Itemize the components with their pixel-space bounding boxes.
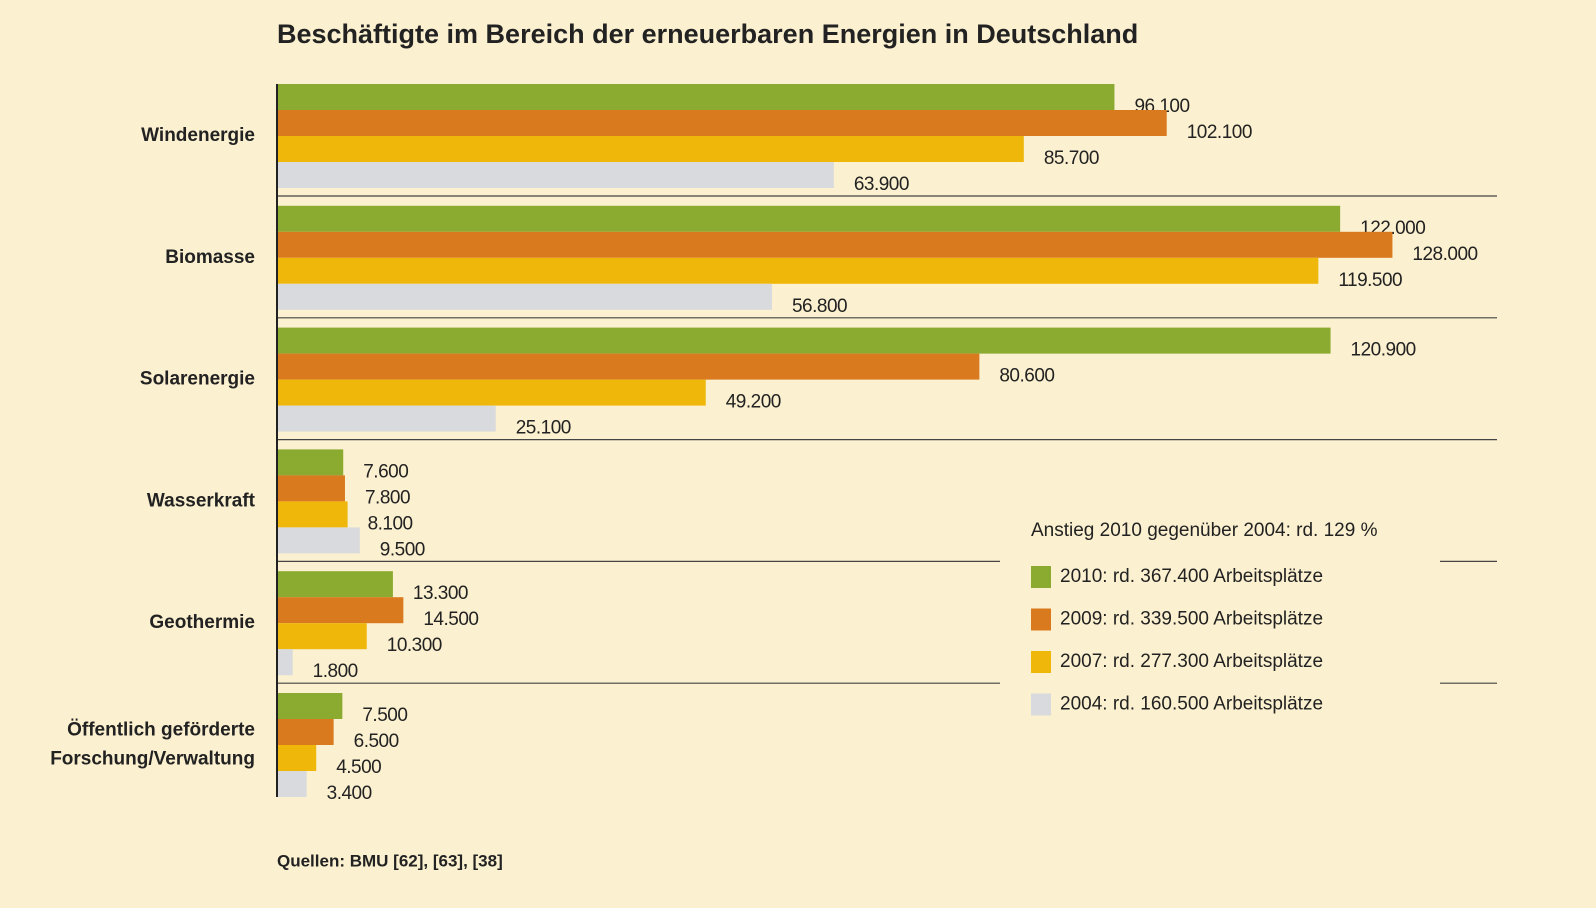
- value-label: 85.700: [1044, 148, 1099, 169]
- value-label: 7.800: [365, 487, 410, 508]
- bar: [277, 623, 367, 650]
- category-label: Wasserkraft: [147, 490, 256, 511]
- bar: [277, 84, 1115, 110]
- value-label: 10.300: [387, 635, 442, 656]
- bar: [277, 745, 317, 771]
- bar: [277, 205, 1341, 232]
- legend-swatch: [1031, 693, 1051, 716]
- bar: [277, 597, 404, 624]
- bar: [277, 449, 344, 476]
- legend-label: 2007: rd. 277.300 Arbeitsplätze: [1060, 651, 1323, 672]
- bar: [277, 571, 393, 598]
- value-label: 128.000: [1412, 244, 1477, 265]
- category-label: Solarenergie: [140, 369, 255, 390]
- legend-box: [1000, 505, 1440, 725]
- bar: [277, 110, 1167, 136]
- bar: [277, 693, 343, 719]
- source: Quellen: BMU [62], [63], [38]: [277, 851, 503, 870]
- annotation: Anstieg 2010 gegenüber 2004: rd. 129 %: [1031, 520, 1378, 541]
- value-label: 56.800: [792, 296, 847, 317]
- bar: [277, 527, 360, 554]
- value-label: 80.600: [999, 366, 1054, 387]
- bar: [277, 162, 834, 188]
- bar: [277, 405, 496, 432]
- bar: [277, 327, 1331, 354]
- bar: [277, 475, 345, 502]
- category-label: Biomasse: [165, 247, 255, 268]
- value-label: 1.800: [313, 661, 358, 682]
- bar: [277, 231, 1393, 258]
- bar: [277, 719, 334, 745]
- category-label: Windenergie: [141, 125, 255, 146]
- bar: [277, 771, 307, 797]
- chart-title: Beschäftigte im Bereich der erneuerbaren…: [277, 19, 1138, 49]
- value-label: 6.500: [354, 731, 399, 752]
- legend-swatch: [1031, 608, 1051, 631]
- bar: [277, 501, 348, 528]
- value-label: 63.900: [854, 174, 909, 195]
- legend-label: 2009: rd. 339.500 Arbeitsplätze: [1060, 609, 1323, 630]
- legend-swatch: [1031, 566, 1051, 588]
- value-label: 25.100: [516, 418, 571, 439]
- value-label: 119.500: [1338, 270, 1402, 291]
- legend-swatch: [1031, 651, 1051, 673]
- category-label: Geothermie: [149, 612, 255, 633]
- bar: [277, 379, 706, 406]
- category-label: Öffentlich geförderte Forschung/Verwaltun…: [50, 720, 255, 770]
- legend-label: 2004: rd. 160.500 Arbeitsplätze: [1060, 694, 1323, 715]
- value-label: 7.600: [363, 461, 408, 482]
- value-label: 13.300: [413, 583, 468, 604]
- value-label: 102.100: [1187, 122, 1252, 143]
- bar: [277, 353, 980, 380]
- value-label: 120.900: [1351, 340, 1416, 361]
- legend-label: 2010: rd. 367.400 Arbeitsplätze: [1060, 566, 1323, 587]
- bar: [277, 257, 1319, 284]
- value-label: 49.200: [726, 392, 781, 413]
- value-label: 7.500: [362, 705, 407, 726]
- bar: [277, 136, 1024, 162]
- value-label: 3.400: [327, 783, 372, 804]
- value-label: 8.100: [368, 513, 413, 534]
- value-label: 4.500: [336, 757, 381, 778]
- value-label: 14.500: [423, 609, 478, 630]
- value-label: 9.500: [380, 539, 425, 560]
- bar: [277, 649, 293, 676]
- bar: [277, 283, 772, 310]
